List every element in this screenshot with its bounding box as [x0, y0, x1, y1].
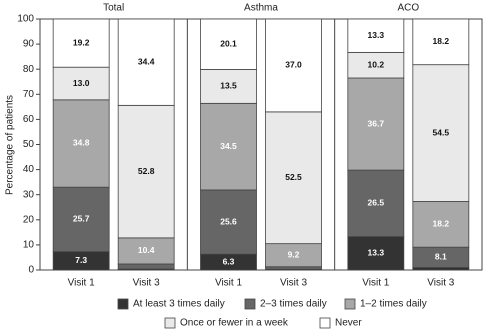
bar-segment [117, 104, 175, 239]
bar-segment [52, 99, 110, 188]
legend-swatch [164, 317, 176, 329]
value-label: 25.7 [73, 214, 90, 224]
x-tick-label: Visit 1 [362, 278, 389, 289]
value-label: 8.1 [435, 252, 447, 262]
panel-title: Asthma [244, 3, 278, 14]
y-tick-label: 60 [23, 114, 35, 125]
x-tick-label: Visit 1 [215, 278, 242, 289]
legend-swatch [244, 298, 256, 310]
value-label: 20.1 [220, 38, 237, 48]
legend-label: Once or fewer in a week [180, 318, 289, 329]
bar-segment [347, 169, 405, 238]
bar-segment [200, 18, 257, 70]
value-label: 34.4 [138, 56, 155, 66]
value-label: 18.2 [433, 36, 450, 46]
bar-segment [200, 189, 257, 255]
bar-segment [412, 201, 470, 248]
bar-segment [347, 236, 405, 271]
panel-title: ACO [397, 3, 419, 14]
y-tick-label: 10 [23, 240, 35, 251]
value-label: 6.3 [223, 256, 235, 266]
y-tick-label: 100 [17, 14, 34, 25]
legend-label: 1–2 times daily [360, 299, 427, 310]
bar-segment [52, 18, 110, 68]
legend-swatch [117, 298, 129, 310]
value-label: 13.5 [220, 81, 237, 91]
value-label: 10.2 [368, 59, 385, 69]
value-label: 13.3 [368, 30, 385, 40]
value-label: 52.5 [285, 172, 302, 182]
y-tick-label: 50 [23, 139, 35, 150]
bar-segment [200, 102, 257, 191]
value-label: 26.5 [368, 198, 385, 208]
y-axis-label: Percentage of patients [5, 95, 16, 195]
value-label: 54.5 [433, 127, 450, 137]
legend-label: Never [335, 318, 362, 329]
value-label: 7.3 [75, 255, 87, 265]
legend-swatch [319, 317, 331, 329]
legend-label: At least 3 times daily [133, 299, 225, 310]
y-tick-label: 90 [23, 39, 35, 50]
value-label: 10.4 [138, 245, 155, 255]
bar-segment [52, 66, 110, 101]
x-tick-label: Visit 3 [280, 278, 307, 289]
y-tick-label: 20 [23, 214, 35, 225]
y-tick-label: 40 [23, 164, 35, 175]
bar-segment [265, 111, 322, 245]
bar-segment [117, 237, 175, 265]
bar-segment [265, 18, 322, 113]
value-label: 13.3 [368, 248, 385, 258]
y-tick-label: 30 [23, 189, 35, 200]
value-label: 25.6 [220, 216, 237, 226]
value-label: 37.0 [285, 60, 302, 70]
x-tick-label: Visit 3 [133, 278, 160, 289]
legend-swatch [344, 298, 356, 310]
y-tick-label: 70 [23, 89, 35, 100]
value-label: 34.5 [220, 141, 237, 151]
bar-segment [52, 186, 110, 253]
value-label: 34.8 [73, 138, 90, 148]
bar-segment [412, 18, 470, 66]
bar-segment [117, 18, 175, 106]
value-label: 18.2 [433, 219, 450, 229]
bar-segment [117, 263, 175, 270]
value-label: 19.2 [73, 37, 90, 47]
bar-segment [347, 77, 405, 171]
x-tick-label: Visit 1 [68, 278, 95, 289]
value-label: 13.0 [73, 78, 90, 88]
x-tick-label: Visit 3 [427, 278, 454, 289]
value-label: 36.7 [368, 118, 385, 128]
panel-title: Total [103, 3, 124, 14]
y-tick-label: 80 [23, 64, 35, 75]
legend-label: 2–3 times daily [260, 299, 327, 310]
value-label: 9.2 [288, 249, 300, 259]
y-tick-label: 0 [28, 265, 34, 276]
bar-segment [347, 18, 405, 53]
bar-segment [200, 69, 257, 104]
value-label: 52.8 [138, 166, 155, 176]
